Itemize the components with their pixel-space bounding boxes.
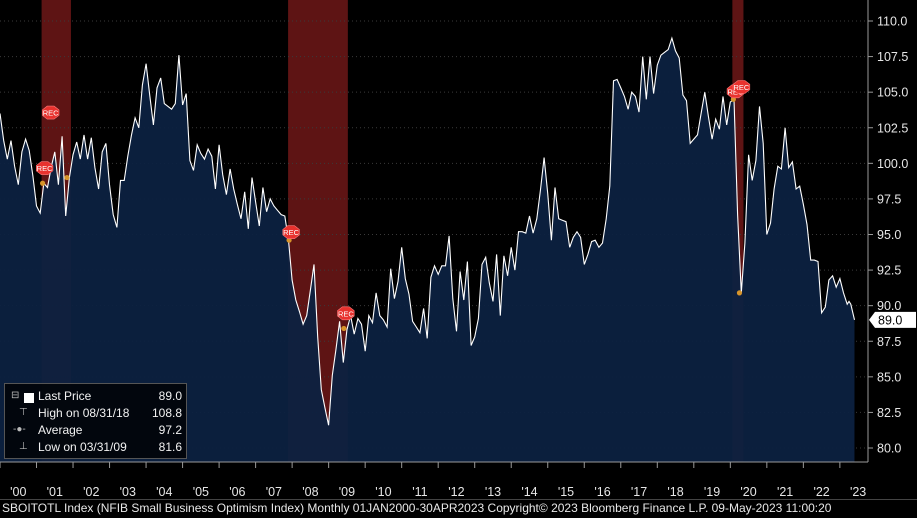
- event-point-1: [64, 174, 70, 181]
- legend-box: ⊟ Last Price 89.0 ⊤ High on 08/31/18 108…: [4, 383, 187, 459]
- x-tick-label-23: '23: [850, 485, 866, 499]
- x-tick-label-17: '17: [631, 485, 647, 499]
- y-tick-label-5: 97.5: [877, 192, 901, 206]
- event-point-3: [341, 325, 347, 332]
- rec-marker-5: REC: [732, 80, 751, 94]
- x-tick-label-15: '15: [558, 485, 574, 499]
- rec-marker-label: REC: [283, 228, 299, 237]
- x-tick-label-7: '07: [266, 485, 282, 499]
- rec-marker-shape: [35, 161, 54, 175]
- event-point-0: [40, 180, 46, 186]
- legend-average-value: 97.2: [158, 423, 182, 437]
- y-tick-label-1: 107.5: [877, 50, 908, 64]
- x-tick-label-11: '11: [412, 485, 427, 499]
- legend-row-low: ⊥ Low on 03/31/09 81.6: [5, 439, 186, 455]
- x-tick-label-0: '00: [10, 485, 26, 499]
- legend-high-label: High on 08/31/18: [38, 406, 130, 420]
- legend-high-value: 108.8: [151, 406, 182, 420]
- legend-last-price-value: 89.0: [158, 389, 182, 403]
- x-tick-label-6: '06: [229, 485, 245, 499]
- x-tick-label-5: '05: [193, 485, 209, 499]
- y-tick-label-9: 87.5: [877, 335, 901, 349]
- rec-marker-shape: [282, 225, 300, 239]
- rec-marker-3: REC: [337, 306, 355, 321]
- rec-marker-label: REC: [734, 83, 750, 92]
- legend-row-average: -●- Average 97.2: [5, 422, 186, 438]
- legend-row-high: ⊤ High on 08/31/18 108.8: [5, 405, 186, 421]
- legend-high-icon: ⊤: [19, 407, 28, 418]
- x-axis-ticks: '00 '01 '02 '03 '04 '05 '06 '07 '08 '09 '10 '11 '12 '…: [0, 462, 866, 499]
- legend-low-icon: ⊥: [19, 441, 28, 452]
- rec-marker-0: REC: [35, 161, 54, 175]
- x-tick-label-20: '20: [740, 485, 756, 499]
- rec-marker-shape: [42, 105, 60, 120]
- x-tick-label-2: '02: [83, 485, 99, 499]
- legend-low-label: Low on 03/31/09: [38, 440, 127, 454]
- legend-average-icon: -●-: [13, 424, 26, 435]
- rec-marker-1: REC: [42, 105, 60, 120]
- rec-marker-shape: [337, 306, 355, 321]
- y-tick-label-4: 100.0: [877, 157, 908, 171]
- event-point-5: [736, 290, 743, 296]
- y-tick-label-8: 90.0: [877, 299, 901, 313]
- legend-swatch-icon: ⊟: [11, 390, 34, 403]
- x-tick-label-21: '21: [777, 485, 793, 499]
- x-tick-label-19: '19: [704, 485, 720, 499]
- x-tick-label-12: '12: [448, 485, 464, 499]
- x-tick-label-8: '08: [302, 485, 318, 499]
- x-tick-label-10: '10: [375, 485, 391, 499]
- y-axis-ticks: 110.0 107.5 105.0 102.5 100.0 97.5 95.0 92.5 90.…: [868, 15, 908, 456]
- rec-marker-label: REC: [37, 164, 53, 173]
- y-tick-label-12: 80.0: [877, 442, 901, 456]
- x-tick-label-1: '01: [47, 485, 63, 499]
- y-tick-label-7: 92.5: [877, 264, 901, 278]
- rec-marker-label: REC: [338, 309, 354, 318]
- last-price-tag-label: 89.0: [878, 313, 902, 327]
- last-price-tag: 89.0: [869, 311, 916, 328]
- y-tick-label-10: 85.0: [877, 370, 901, 384]
- x-tick-label-22: '22: [813, 485, 829, 499]
- legend-low-value: 81.6: [158, 440, 182, 454]
- y-tick-label-11: 82.5: [877, 406, 901, 420]
- legend-average-label: Average: [38, 423, 83, 437]
- x-tick-label-9: '09: [339, 485, 355, 499]
- footer-bar: SBOITOTL Index (NFIB Small Business Opti…: [0, 499, 917, 518]
- y-tick-label-2: 105.0: [877, 86, 908, 100]
- footer-text: SBOITOTL Index (NFIB Small Business Opti…: [2, 501, 832, 515]
- y-tick-label-0: 110.0: [877, 15, 907, 29]
- x-tick-label-4: '04: [156, 485, 172, 499]
- rec-marker-2: REC: [282, 225, 300, 239]
- legend-last-price-label: Last Price: [38, 389, 92, 403]
- series-line: [0, 36, 856, 426]
- rec-marker-label: REC: [43, 109, 59, 118]
- x-tick-label-16: '16: [594, 485, 610, 499]
- rec-marker-shape: [732, 80, 751, 94]
- rec-markers: RECRECRECRECRECREC: [35, 80, 751, 321]
- x-tick-label-14: '14: [521, 485, 537, 499]
- legend-white-swatch: [24, 393, 34, 403]
- x-tick-label-3: '03: [120, 485, 136, 499]
- last-price-tag-shape: [869, 311, 916, 328]
- legend-row-last-price: ⊟ Last Price 89.0: [5, 388, 186, 404]
- x-tick-label-18: '18: [667, 485, 683, 499]
- x-tick-label-13: '13: [485, 485, 501, 499]
- series-area: [0, 38, 855, 462]
- y-tick-label-3: 102.5: [877, 121, 908, 135]
- y-tick-label-6: 95.0: [877, 228, 901, 242]
